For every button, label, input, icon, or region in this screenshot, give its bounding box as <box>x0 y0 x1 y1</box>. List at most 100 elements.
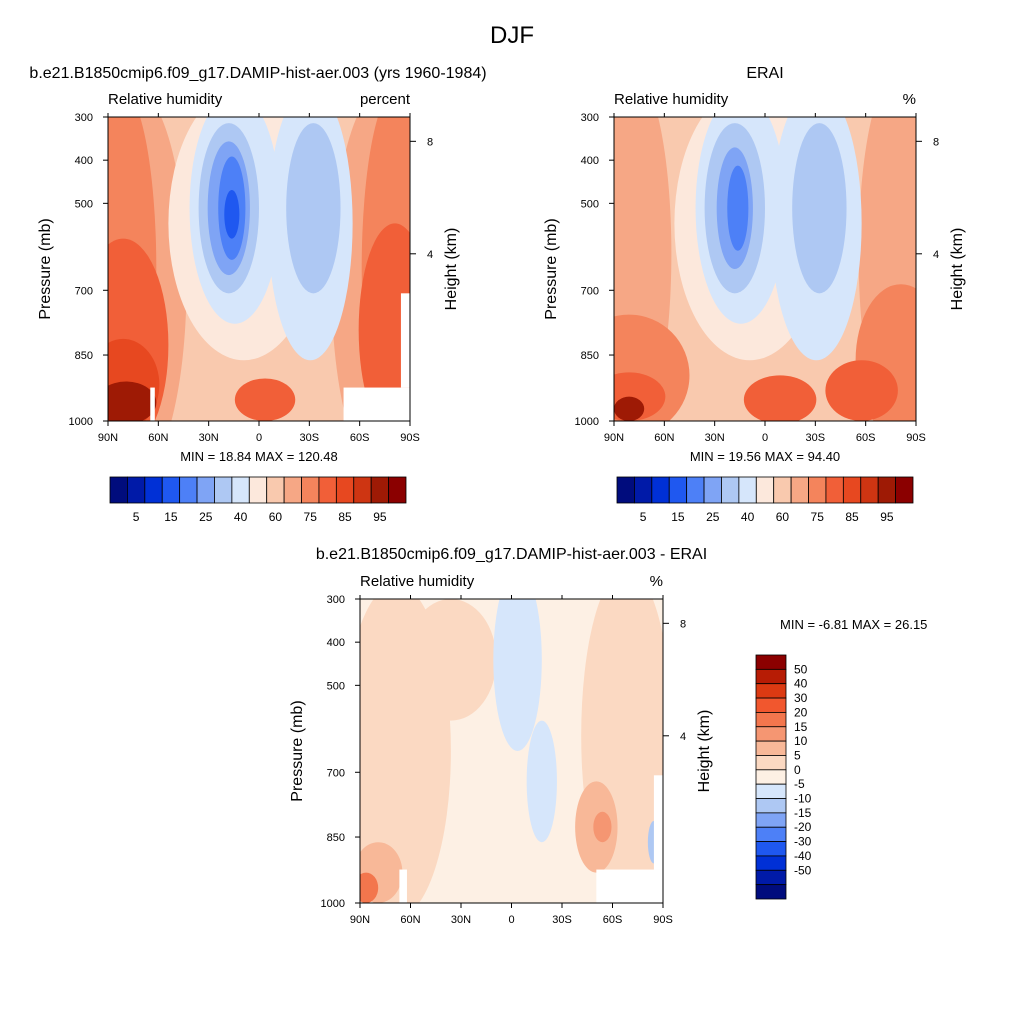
colorbar-swatch <box>755 826 787 842</box>
colorbar-label: 20 <box>794 705 808 719</box>
y-tick-label: 300 <box>327 594 345 606</box>
x-tick-label: 0 <box>256 432 262 444</box>
colorbar-swatch <box>755 697 787 713</box>
colorbar-label: 85 <box>338 510 352 524</box>
y-tick-label: 400 <box>327 637 345 649</box>
panel-title: ERAI <box>746 65 783 82</box>
colorbar-swatch <box>877 476 896 504</box>
colorbar-label: -15 <box>794 806 812 820</box>
min-max-stats: MIN = -6.81 MAX = 26.15 <box>780 617 927 632</box>
x-tick-label: 30S <box>300 432 320 444</box>
y2-tick-label: 4 <box>933 249 939 261</box>
contour-field <box>614 117 916 421</box>
contour-region-3 <box>405 599 497 721</box>
y2-axis-label: Height (km) <box>949 228 966 311</box>
x-tick-label: 60S <box>856 432 876 444</box>
contour-field <box>108 117 410 421</box>
y-tick-label: 300 <box>75 112 93 124</box>
colorbar-swatch <box>755 798 787 814</box>
contour-region-8 <box>234 378 296 421</box>
colorbar-swatch <box>825 476 844 504</box>
colorbar-swatch <box>127 476 146 504</box>
colorbar-swatch <box>755 683 787 699</box>
colorbar-swatch <box>668 476 688 504</box>
x-tick-label: 90N <box>98 432 118 444</box>
colorbar-label: 25 <box>199 510 213 524</box>
colorbar-swatch <box>755 726 787 742</box>
colorbar-label: 15 <box>794 720 808 734</box>
contour-region-6 <box>825 360 898 421</box>
contour-region-6 <box>358 223 410 421</box>
contour-region-6 <box>593 811 612 843</box>
colorbar-label: 95 <box>373 510 387 524</box>
colorbar-label: 60 <box>269 510 283 524</box>
y-tick-label: 700 <box>75 285 93 297</box>
panel-title: b.e21.B1850cmip6.f09_g17.DAMIP-hist-aer.… <box>29 65 486 82</box>
colorbar-swatch <box>895 476 914 504</box>
contour-region-17 <box>108 381 157 421</box>
colorbar-swatch <box>721 476 740 504</box>
x-tick-label: 90S <box>653 914 673 926</box>
colorbar-label: 15 <box>164 510 178 524</box>
colorbar-swatch <box>370 476 389 504</box>
colorbar-label: 5 <box>794 748 801 762</box>
colorbar-swatch <box>755 654 787 670</box>
colorbar: 5 15 25 40 60 75 85 95 <box>109 476 407 524</box>
y-tick-label: 400 <box>581 155 599 167</box>
colorbar-swatch <box>144 476 163 504</box>
variable-label: Relative humidity <box>360 573 475 590</box>
colorbar-swatch <box>755 855 787 871</box>
contour-region-13 <box>286 123 341 294</box>
y-axis-label: Pressure (mb) <box>289 700 306 801</box>
contour-region-15 <box>614 396 645 421</box>
colorbar-label: 95 <box>880 510 894 524</box>
colorbar-swatch <box>755 476 775 504</box>
contour-field <box>360 599 663 903</box>
x-tick-label: 90N <box>350 914 370 926</box>
y-tick-label: 1000 <box>321 898 345 910</box>
colorbar-swatch <box>179 476 198 504</box>
y2-axis-label: Height (km) <box>696 710 713 793</box>
missing-data-region-1 <box>150 387 155 421</box>
x-tick-label: 60N <box>654 432 674 444</box>
contour-region-12 <box>792 123 847 294</box>
x-tick-label: 60S <box>603 914 623 926</box>
colorbar-swatch <box>196 476 215 504</box>
x-tick-label: 0 <box>508 914 514 926</box>
units-label: percent <box>360 91 411 108</box>
colorbar-swatch <box>755 668 787 685</box>
colorbar-swatch <box>755 783 787 799</box>
colorbar-label: 15 <box>671 510 685 524</box>
y-tick-label: 300 <box>581 112 599 124</box>
variable-label: Relative humidity <box>614 91 729 108</box>
panels: b.e21.B1850cmip6.f09_g17.DAMIP-hist-aer.… <box>29 65 966 926</box>
colorbar-label: -30 <box>794 835 812 849</box>
min-max-stats: MIN = 18.84 MAX = 120.48 <box>180 449 338 464</box>
colorbar-label: 50 <box>794 662 808 676</box>
colorbar-swatch <box>703 476 722 504</box>
panel-1: b.e21.B1850cmip6.f09_g17.DAMIP-hist-aer.… <box>29 65 486 524</box>
colorbar-swatch <box>318 476 337 504</box>
y2-tick-label: 4 <box>427 249 433 261</box>
colorbar-label: -10 <box>794 792 812 806</box>
colorbar-label: -5 <box>794 777 805 791</box>
colorbar-swatch <box>755 841 787 857</box>
colorbar-swatch <box>231 476 250 504</box>
colorbar-swatch <box>755 740 787 756</box>
x-tick-label: 90N <box>604 432 624 444</box>
colorbar-swatch <box>842 476 862 504</box>
colorbar-label: -40 <box>794 849 812 863</box>
colorbar-swatch <box>634 476 653 504</box>
colorbar-swatch <box>755 712 787 728</box>
y-axis-label: Pressure (mb) <box>37 218 54 319</box>
colorbar-label: 60 <box>776 510 790 524</box>
colorbar-swatch <box>214 476 233 504</box>
y-tick-label: 400 <box>75 155 93 167</box>
contour-region-5 <box>743 375 817 421</box>
colorbar-swatch <box>738 476 757 504</box>
colorbar-label: -20 <box>794 820 812 834</box>
x-tick-label: 90S <box>400 432 420 444</box>
colorbar-label: 0 <box>794 763 801 777</box>
colorbar-swatch <box>109 476 128 504</box>
